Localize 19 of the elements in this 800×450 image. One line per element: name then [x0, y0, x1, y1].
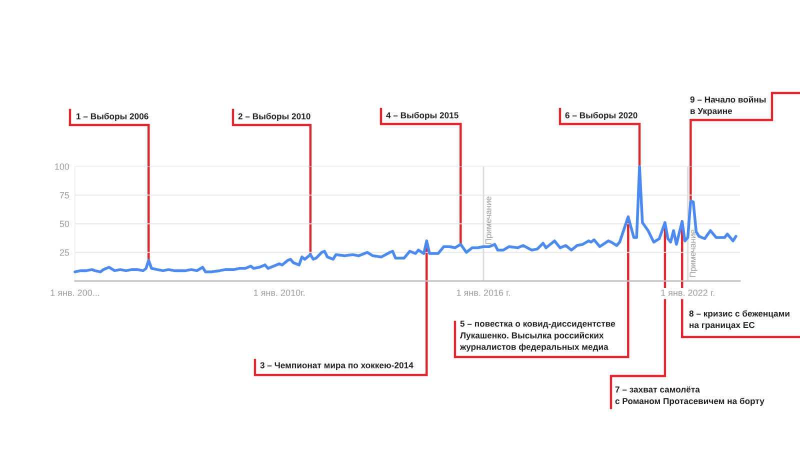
annotation: 5 – повестка о ковид-диссидентстве Лукашенко. Высылка российских журналистов федеральных медиа — [460, 320, 616, 352]
annotation: 1 – Выборы 2006 — [76, 112, 148, 122]
x-tick-label: 1 янв. 2022 г. — [661, 290, 714, 296]
y-tick-label: 50 — [60, 220, 70, 228]
x-tick-label: 1 янв. 2010г. — [254, 290, 304, 296]
ref-line-label: Примечание — [485, 196, 493, 244]
annotation: 3 – Чемпионат мира по хоккею-2014 — [260, 362, 414, 370]
y-tick-label: 25 — [60, 249, 70, 256]
annotation: 6 – Выборы 2020 — [565, 112, 638, 120]
annotation: 8 – кризис с беженцами на границах ЕС — [689, 310, 790, 330]
y-tick-label: 100 — [55, 163, 70, 170]
x-tick-label: 1 янв. 200... — [50, 290, 100, 296]
annotation: 9 – Начало войны в Украине — [690, 96, 766, 116]
x-tick-label: 1 янв. 2016 г. — [456, 290, 510, 296]
annotation: 2 – Выборы 2010 — [238, 112, 310, 122]
ref-line-label: Примечание — [690, 230, 698, 277]
y-tick-label: 75 — [60, 192, 70, 198]
annotation: 4 – Выборы 2015 — [386, 112, 458, 120]
annotation: 7 – захват самолёта с Романом Протасевичем на борту — [615, 386, 764, 406]
